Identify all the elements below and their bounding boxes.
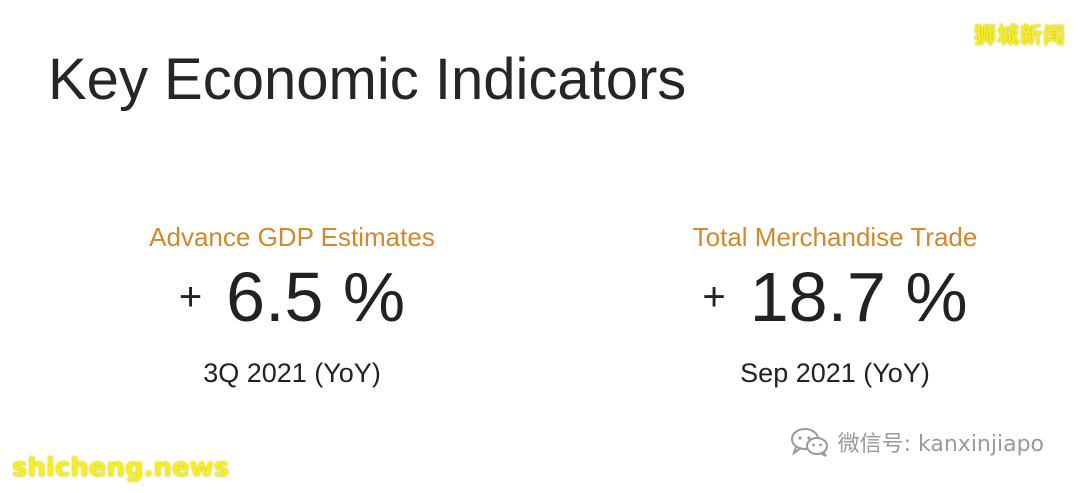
indicator-sign: + bbox=[702, 274, 726, 319]
indicator-label: Advance GDP Estimates bbox=[149, 222, 435, 252]
indicator-number: 18.7 % bbox=[749, 258, 968, 336]
indicator-label: Total Merchandise Trade bbox=[692, 222, 978, 252]
indicator-value: +6.5 % bbox=[82, 259, 502, 336]
wechat-icon bbox=[790, 428, 828, 457]
page-title: Key Economic Indicators bbox=[48, 47, 687, 112]
indicator-period: Sep 2021 (YoY) bbox=[740, 358, 930, 388]
indicator-value: +18.7 % bbox=[625, 259, 1045, 336]
indicator-gdp: Advance GDP Estimates +6.5 % 3Q 2021 (Yo… bbox=[82, 222, 502, 389]
watermark-bottom: shicheng.news bbox=[12, 453, 230, 483]
watermark-top: 狮城新闻 bbox=[973, 24, 1066, 49]
indicator-sign: + bbox=[178, 274, 203, 319]
indicator-trade: Total Merchandise Trade +18.7 % Sep 2021… bbox=[625, 222, 1045, 389]
indicator-period: 3Q 2021 (YoY) bbox=[203, 358, 381, 388]
wechat-watermark: 微信号: kanxinjiapo bbox=[790, 426, 1044, 458]
indicator-number: 6.5 % bbox=[226, 258, 406, 336]
wechat-text: 微信号: kanxinjiapo bbox=[837, 432, 1044, 457]
